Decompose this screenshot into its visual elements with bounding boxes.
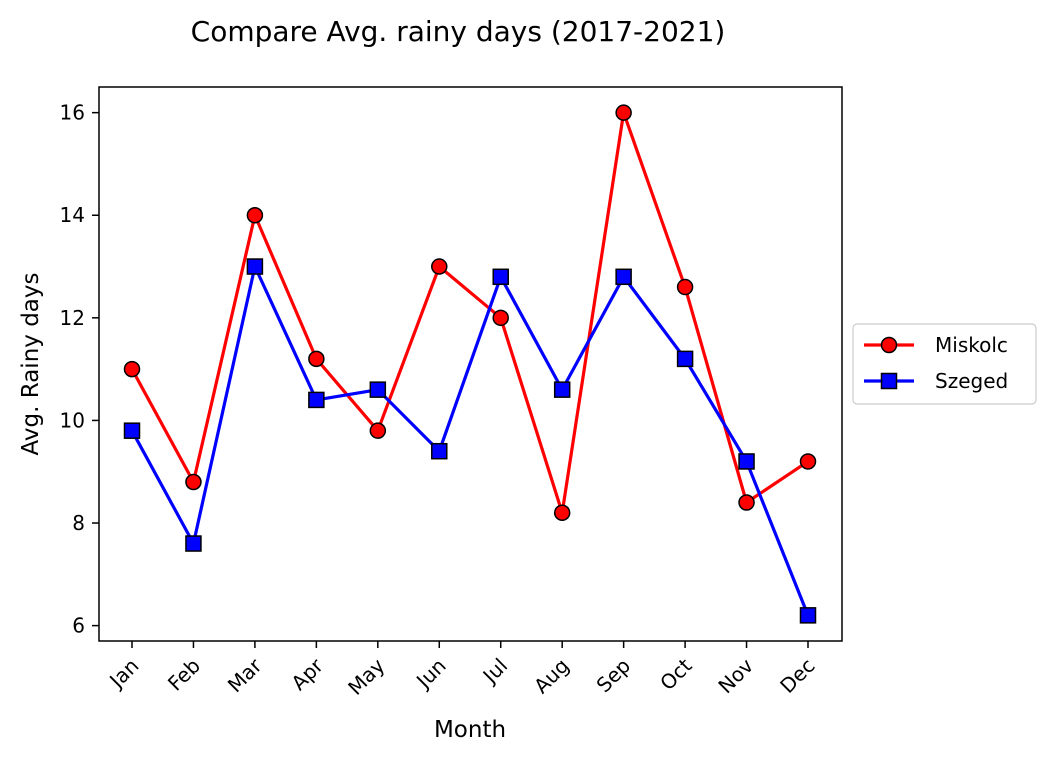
data-point-miskolc: [369, 422, 387, 439]
legend-label-miskolc: Miskolc: [935, 333, 1008, 357]
data-point-miskolc: [123, 360, 141, 378]
x-tick-label: Oct: [655, 653, 697, 695]
legend-label-szeged: Szeged: [935, 369, 1008, 393]
data-point-miskolc: [246, 206, 264, 224]
data-point-szeged: [246, 258, 264, 275]
data-point-miskolc: [492, 309, 509, 327]
data-point-miskolc: [185, 473, 202, 491]
legend: Miskolc Szeged: [852, 323, 1037, 405]
y-tick-label: 6: [72, 614, 85, 638]
x-tick-label: Sep: [592, 654, 636, 698]
data-point-szeged: [553, 381, 571, 398]
data-point-szeged: [369, 381, 387, 398]
x-tick-label: Apr: [286, 653, 328, 695]
x-tick-label: Jun: [410, 654, 450, 694]
data-point-szeged: [308, 391, 325, 409]
x-axis-label: Month: [434, 717, 506, 743]
y-tick-label: 14: [60, 203, 85, 227]
data-point-szeged: [492, 268, 509, 286]
legend-items: Miskolc Szeged: [864, 333, 1008, 393]
y-axis-label: Avg. Rainy days: [18, 273, 44, 456]
series-layer: [123, 104, 817, 624]
y-tick-label: 8: [72, 511, 85, 535]
data-point-miskolc: [799, 453, 817, 470]
x-tick-label: May: [343, 653, 389, 699]
x-tick-label: Jan: [103, 654, 143, 694]
data-point-szeged: [185, 535, 202, 552]
series-line-szeged: [130, 264, 810, 616]
data-point-miskolc: [553, 504, 571, 522]
x-tick-label: Nov: [714, 653, 759, 698]
series-szeged: [123, 258, 817, 624]
data-point-szeged: [799, 607, 817, 624]
x-axis: Jan Feb Mar Apr May Jun Jul Aug Sep Oct Nov Dec: [103, 641, 820, 700]
data-point-miskolc: [615, 104, 632, 121]
data-point-miskolc: [738, 494, 755, 511]
legend-marker-szeged: [880, 372, 898, 390]
data-point-miskolc: [676, 278, 694, 296]
data-point-szeged: [676, 350, 694, 368]
y-axis: 6 8 10 12 14 16: [60, 101, 99, 638]
data-point-szeged: [431, 442, 448, 460]
legend-item-szeged: Szeged: [864, 369, 1008, 393]
data-point-szeged: [738, 453, 755, 470]
x-tick-label: Mar: [223, 653, 267, 697]
y-tick-label: 10: [60, 408, 85, 432]
data-point-miskolc: [431, 258, 448, 275]
legend-marker-miskolc: [880, 336, 898, 354]
data-point-szeged: [123, 422, 141, 439]
y-tick-label: 16: [60, 101, 85, 125]
series-miskolc: [123, 104, 817, 522]
data-point-miskolc: [308, 350, 325, 368]
x-tick-label: Jul: [477, 654, 512, 689]
y-tick-label: 12: [60, 306, 85, 330]
legend-item-miskolc: Miskolc: [864, 333, 1008, 357]
x-tick-label: Feb: [163, 654, 205, 696]
series-line-miskolc: [130, 111, 809, 515]
chart-title: Compare Avg. rainy days (2017-2021): [191, 15, 726, 48]
x-tick-label: Dec: [775, 654, 819, 698]
x-tick-label: Aug: [529, 654, 574, 699]
data-point-szeged: [615, 268, 632, 286]
